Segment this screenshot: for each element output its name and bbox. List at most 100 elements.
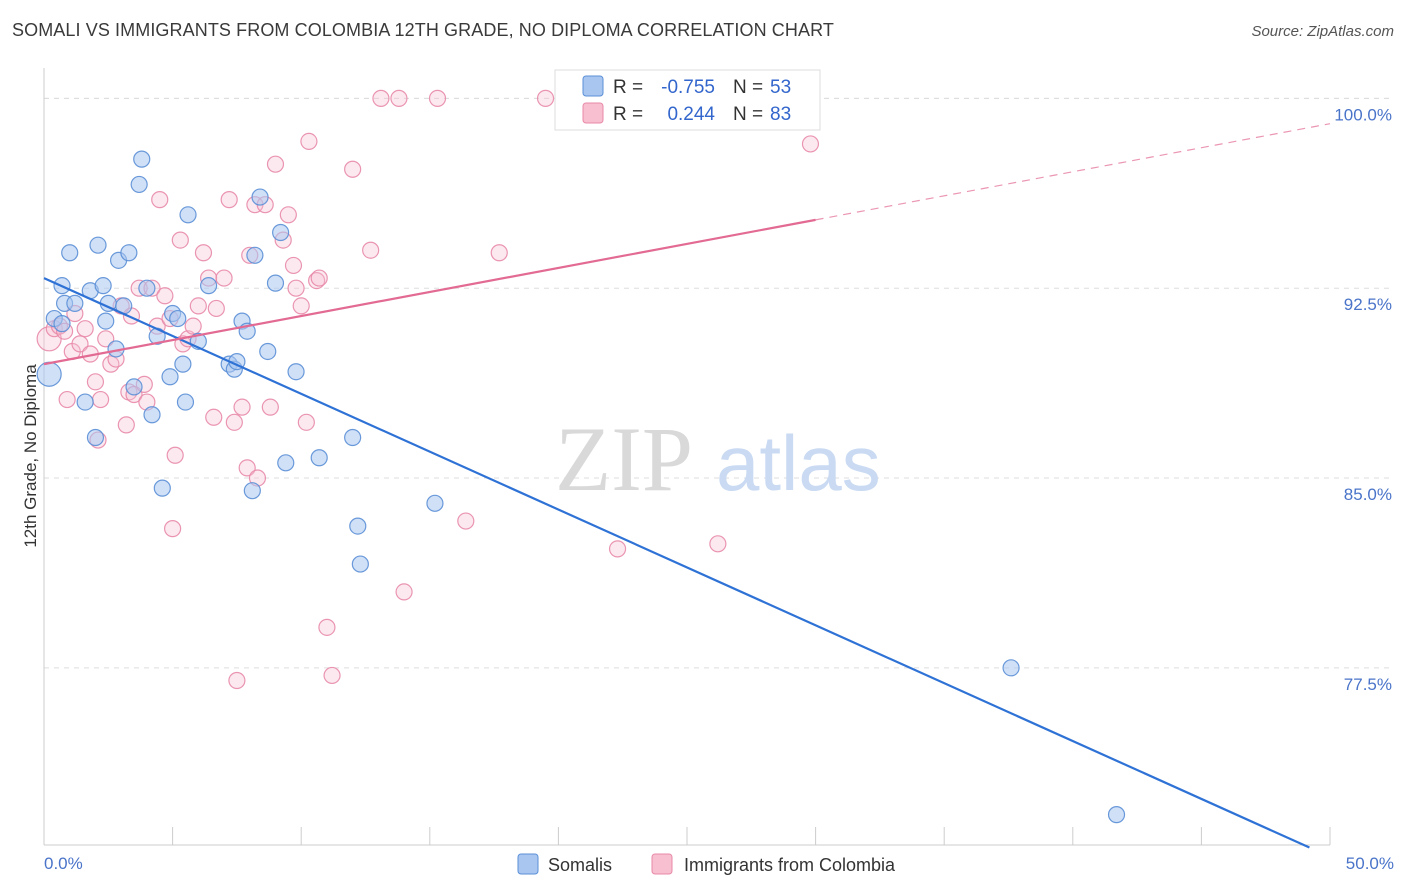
series-colombia-points [36, 89, 820, 690]
colombia-point [97, 330, 115, 348]
somali-point [97, 312, 115, 330]
bottom-legend: Somalis Immigrants from Colombia [517, 853, 896, 875]
somali-point [176, 393, 195, 411]
legend-swatch-somalis [582, 75, 604, 97]
somali-point [272, 223, 290, 242]
y-axis-label: 12th Grade, No Diploma [21, 364, 40, 548]
colombia-point [709, 535, 727, 553]
legend-r-value-colombia: 0.244 [667, 104, 715, 125]
colombia-point [310, 269, 328, 287]
colombia-point [76, 320, 94, 338]
bottom-legend-label-somalis: Somalis [548, 855, 612, 875]
legend-n-value-somalis: 53 [770, 77, 791, 98]
colombia-point [194, 244, 213, 262]
bottom-legend-swatch-somalis [517, 853, 539, 875]
legend-r-label-somalis: R = [613, 77, 643, 98]
watermark-zip: ZIP [555, 408, 693, 510]
somali-point [251, 188, 269, 206]
somali-point [344, 428, 362, 447]
colombia-point [284, 256, 303, 275]
somali-point [143, 406, 161, 424]
somali-point [61, 244, 79, 262]
x-tick-label-max: 50.0% [1346, 854, 1394, 873]
colombia-point [318, 618, 336, 636]
watermark-atlas: atlas [716, 419, 881, 507]
colombia-point [215, 269, 233, 287]
colombia-point [279, 206, 297, 224]
colombia-point [261, 398, 279, 416]
colombia-point [220, 191, 238, 209]
y-tick-labels: 77.5% 85.0% 92.5% 100.0% [1334, 105, 1392, 693]
trend-lines [43, 123, 1331, 849]
somali-point [125, 378, 143, 396]
bottom-legend-label-colombia: Immigrants from Colombia [684, 855, 896, 875]
colombia-point [428, 89, 447, 107]
colombia-point [228, 671, 246, 690]
somali-point [266, 274, 285, 292]
legend-swatch-colombia [582, 102, 604, 124]
colombia-point [608, 540, 627, 558]
somali-point [349, 517, 367, 535]
y-tick-label: 92.5% [1344, 295, 1392, 314]
colombia-point [166, 446, 184, 464]
somali-point [169, 309, 187, 328]
bottom-legend-swatch-colombia [651, 853, 673, 875]
somali-point [153, 479, 171, 497]
somali-point [179, 206, 197, 224]
legend-n-label-colombia: N = [733, 104, 763, 125]
somali-point [200, 277, 218, 295]
somali-point [138, 279, 156, 297]
somali-point [130, 175, 148, 194]
colombia-point [292, 297, 310, 315]
somali-point [133, 150, 151, 168]
colombia-point [801, 135, 820, 153]
colombia-point [287, 279, 305, 297]
legend-n-label-somalis: N = [733, 77, 763, 98]
legend-r-label-colombia: R = [613, 104, 643, 125]
somali-point [174, 355, 192, 373]
colombia-point [233, 398, 251, 416]
colombia-point [71, 335, 89, 353]
colombia-point [207, 299, 225, 318]
colombia-point [225, 413, 243, 431]
colombia-point [156, 287, 174, 305]
y-tick-label: 85.0% [1344, 485, 1392, 504]
trend-line-somalis [43, 277, 1310, 849]
somali-point [1002, 659, 1020, 677]
colombia-point [323, 666, 341, 685]
somali-point [1107, 806, 1126, 824]
trend-line-colombia-extension [815, 123, 1331, 221]
colombia-point [164, 520, 182, 538]
colombia-point [362, 241, 380, 259]
somali-point [277, 454, 295, 472]
colombia-point [344, 160, 362, 178]
somali-point [161, 368, 179, 386]
colombia-point [171, 231, 189, 249]
colombia-point [300, 132, 318, 150]
colombia-point [102, 355, 120, 373]
colombia-point [86, 373, 105, 391]
trend-line-colombia [43, 218, 816, 366]
watermark: ZIP atlas [555, 408, 881, 510]
somali-point [66, 294, 84, 312]
somali-point [243, 482, 261, 500]
colombia-point [457, 512, 475, 530]
y-tick-label: 77.5% [1344, 675, 1392, 694]
colombia-point [266, 155, 285, 173]
somali-point [246, 246, 264, 264]
somali-point [310, 449, 328, 467]
legend-n-value-colombia: 83 [770, 104, 791, 125]
somali-point [36, 361, 62, 387]
colombia-point [536, 89, 555, 107]
somali-point [53, 315, 71, 333]
source-label: Source: ZipAtlas.com [1251, 23, 1394, 40]
y-tick-label: 100.0% [1334, 105, 1392, 124]
somali-point [120, 244, 138, 262]
x-ticks [43, 827, 1331, 845]
colombia-point [91, 390, 110, 409]
colombia-point [297, 413, 315, 431]
series-somali-points [36, 150, 1126, 824]
somali-point [287, 363, 305, 381]
colombia-point [308, 271, 326, 290]
